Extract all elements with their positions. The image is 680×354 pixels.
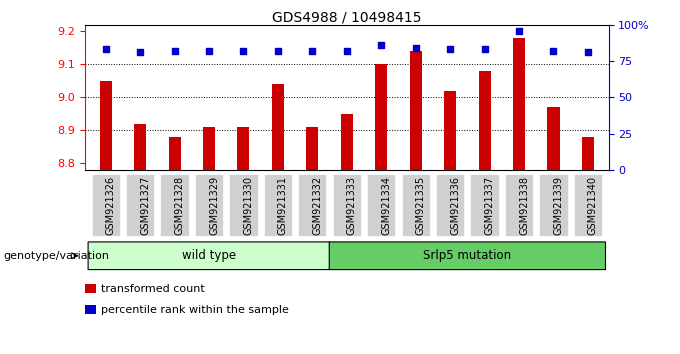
Text: GSM921327: GSM921327 bbox=[140, 176, 150, 235]
Text: GSM921340: GSM921340 bbox=[588, 176, 598, 235]
FancyBboxPatch shape bbox=[333, 174, 361, 236]
Text: Srlp5 mutation: Srlp5 mutation bbox=[424, 249, 511, 262]
Text: GSM921332: GSM921332 bbox=[312, 176, 322, 235]
Bar bbox=[134, 124, 146, 170]
Text: genotype/variation: genotype/variation bbox=[3, 251, 109, 261]
Text: transformed count: transformed count bbox=[101, 284, 205, 293]
FancyBboxPatch shape bbox=[229, 174, 258, 236]
FancyBboxPatch shape bbox=[402, 174, 430, 236]
Point bbox=[376, 42, 387, 48]
Bar bbox=[582, 137, 594, 170]
FancyBboxPatch shape bbox=[471, 174, 498, 236]
FancyBboxPatch shape bbox=[367, 174, 395, 236]
Bar bbox=[306, 127, 318, 170]
Text: GSM921326: GSM921326 bbox=[105, 176, 116, 235]
FancyBboxPatch shape bbox=[126, 174, 154, 236]
Text: GDS4988 / 10498415: GDS4988 / 10498415 bbox=[272, 11, 422, 25]
Bar bbox=[169, 137, 181, 170]
Bar bbox=[85, 305, 96, 314]
Bar bbox=[341, 114, 353, 170]
Point bbox=[100, 47, 111, 52]
Text: GSM921337: GSM921337 bbox=[485, 176, 494, 235]
Bar bbox=[375, 64, 388, 170]
FancyBboxPatch shape bbox=[195, 174, 223, 236]
FancyBboxPatch shape bbox=[539, 174, 568, 236]
FancyBboxPatch shape bbox=[92, 174, 120, 236]
Point bbox=[169, 48, 180, 54]
Point bbox=[307, 48, 318, 54]
Text: GSM921331: GSM921331 bbox=[278, 176, 288, 235]
FancyBboxPatch shape bbox=[160, 174, 188, 236]
Point bbox=[548, 48, 559, 54]
FancyBboxPatch shape bbox=[574, 174, 602, 236]
Point bbox=[410, 45, 421, 51]
Point bbox=[238, 48, 249, 54]
Point bbox=[203, 48, 214, 54]
Text: GSM921338: GSM921338 bbox=[519, 176, 529, 235]
Text: percentile rank within the sample: percentile rank within the sample bbox=[101, 305, 289, 315]
Text: GSM921330: GSM921330 bbox=[243, 176, 254, 235]
FancyBboxPatch shape bbox=[329, 242, 605, 270]
FancyBboxPatch shape bbox=[88, 242, 330, 270]
Point bbox=[341, 48, 352, 54]
Bar bbox=[444, 91, 456, 170]
Point bbox=[273, 48, 284, 54]
Point bbox=[135, 50, 146, 55]
Point bbox=[513, 28, 524, 33]
FancyBboxPatch shape bbox=[505, 174, 533, 236]
FancyBboxPatch shape bbox=[264, 174, 292, 236]
Point bbox=[479, 47, 490, 52]
Bar bbox=[409, 51, 422, 170]
FancyBboxPatch shape bbox=[299, 174, 326, 236]
Text: GSM921339: GSM921339 bbox=[554, 176, 564, 235]
Bar bbox=[513, 38, 525, 170]
Bar bbox=[203, 127, 215, 170]
Text: GSM921329: GSM921329 bbox=[209, 176, 219, 235]
Bar bbox=[100, 81, 112, 170]
Bar bbox=[85, 284, 96, 293]
Point bbox=[445, 47, 456, 52]
Bar bbox=[547, 107, 560, 170]
Bar bbox=[272, 84, 284, 170]
Bar bbox=[479, 71, 490, 170]
FancyBboxPatch shape bbox=[436, 174, 464, 236]
Point bbox=[583, 50, 594, 55]
Text: GSM921328: GSM921328 bbox=[175, 176, 184, 235]
Bar bbox=[237, 127, 250, 170]
Text: GSM921334: GSM921334 bbox=[381, 176, 391, 235]
Text: wild type: wild type bbox=[182, 249, 236, 262]
Text: GSM921335: GSM921335 bbox=[415, 176, 426, 235]
Text: GSM921333: GSM921333 bbox=[347, 176, 357, 235]
Text: GSM921336: GSM921336 bbox=[450, 176, 460, 235]
